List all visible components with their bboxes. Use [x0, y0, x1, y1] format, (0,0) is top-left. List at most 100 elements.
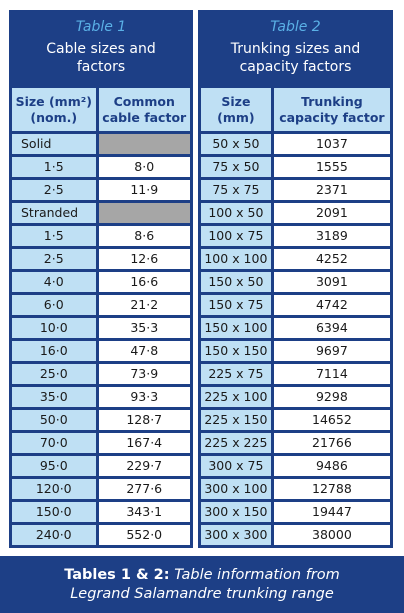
size-cell: 150 x 50 [201, 272, 274, 292]
factor-cell: 3189 [273, 226, 390, 246]
table-1-column-headers: Size (mm²) (nom.) Common cable factor [12, 88, 190, 131]
table-row: 225 x 150 14652 [201, 410, 390, 430]
section-label-cell: Stranded [12, 203, 99, 223]
table-1-col-factor-header: Common cable factor [98, 88, 190, 131]
size-cell: 150 x 75 [201, 295, 274, 315]
factor-cell: 8·0 [98, 157, 190, 177]
table-row: Stranded [12, 203, 190, 223]
caption-italic-line2: Legrand Salamandre trunking range [70, 586, 334, 602]
blank-gray-cell [98, 203, 190, 223]
factor-cell: 6394 [273, 318, 390, 338]
table-1-col-factor-line2: cable factor [102, 109, 187, 125]
factor-cell: 9298 [273, 387, 390, 407]
factor-cell: 73·9 [98, 364, 190, 384]
factor-cell: 21·2 [98, 295, 190, 315]
table-row: 6·0 21·2 [12, 295, 190, 315]
size-cell: 100 x 100 [201, 249, 274, 269]
size-cell: 4·0 [12, 272, 99, 292]
size-cell: 1·5 [12, 157, 99, 177]
factor-cell: 35·3 [98, 318, 190, 338]
factor-cell: 9486 [273, 456, 390, 476]
table-row: 2·5 12·6 [12, 249, 190, 269]
table-2-col-size-line1: Size [221, 93, 251, 109]
table-row: 1·5 8·6 [12, 226, 190, 246]
factor-cell: 343·1 [98, 502, 190, 522]
factor-cell: 552·0 [98, 525, 190, 545]
size-cell: 70·0 [12, 433, 99, 453]
table-row: 120·0 277·6 [12, 479, 190, 499]
factor-cell: 128·7 [98, 410, 190, 430]
table-2-title-line2: capacity factors [239, 59, 352, 75]
table-1-title-line2: factors [76, 59, 126, 75]
caption-bold: Tables 1 & 2: [64, 567, 170, 583]
table-2-col-factor-line1: Trunking [301, 93, 363, 109]
table-1-col-size-line1: Size (mm²) [15, 93, 92, 109]
table-1-body: Solid 1·5 8·0 2·5 11·9 Stranded 1·5 8·6 2·5 12·6 4… [12, 134, 190, 545]
table-row: 100 x 50 2091 [201, 203, 390, 223]
table-row: 225 x 75 7114 [201, 364, 390, 384]
factor-cell: 277·6 [98, 479, 190, 499]
table-2-panel: Table 2 Trunking sizes and capacity fact… [198, 10, 393, 548]
size-cell: 35·0 [12, 387, 99, 407]
size-cell: 100 x 50 [201, 203, 274, 223]
table-row: 4·0 16·6 [12, 272, 190, 292]
caption-italic-line1: Table information from [174, 567, 340, 583]
table-2-col-factor-line2: capacity factor [279, 109, 385, 125]
size-cell: 25·0 [12, 364, 99, 384]
table-row: 10·0 35·3 [12, 318, 190, 338]
factor-cell: 4742 [273, 295, 390, 315]
size-cell: 2·5 [12, 249, 99, 269]
size-cell: 150·0 [12, 502, 99, 522]
factor-cell: 12788 [273, 479, 390, 499]
size-cell: 300 x 75 [201, 456, 274, 476]
table-1-header: Table 1 Cable sizes and factors [12, 10, 190, 88]
size-cell: 100 x 75 [201, 226, 274, 246]
factor-cell: 11·9 [98, 180, 190, 200]
size-cell: 300 x 300 [201, 525, 274, 545]
table-row: Solid [12, 134, 190, 154]
size-cell: 120·0 [12, 479, 99, 499]
table-2-col-size-line2: (mm) [217, 109, 255, 125]
factor-cell: 9697 [273, 341, 390, 361]
table-2-body: 50 x 50 1037 75 x 50 1555 75 x 75 2371 100 x 5… [201, 134, 390, 545]
factor-cell: 7114 [273, 364, 390, 384]
factor-cell: 12·6 [98, 249, 190, 269]
factor-cell: 38000 [273, 525, 390, 545]
size-cell: 300 x 150 [201, 502, 274, 522]
factor-cell: 93·3 [98, 387, 190, 407]
caption: Tables 1 & 2: Table information from Leg… [0, 556, 404, 613]
size-cell: 225 x 150 [201, 410, 274, 430]
factor-cell: 1037 [273, 134, 390, 154]
table-row: 70·0 167·4 [12, 433, 190, 453]
table-2-col-factor-header: Trunking capacity factor [273, 88, 390, 131]
factor-cell: 3091 [273, 272, 390, 292]
size-cell: 2·5 [12, 180, 99, 200]
table-2-header: Table 2 Trunking sizes and capacity fact… [201, 10, 390, 88]
table-1-col-size-line2: (nom.) [30, 109, 78, 125]
table-1-number: Table 1 [75, 19, 127, 35]
size-cell: 1·5 [12, 226, 99, 246]
size-cell: 225 x 100 [201, 387, 274, 407]
table-1-title: Cable sizes and factors [12, 40, 190, 76]
table-row: 150 x 50 3091 [201, 272, 390, 292]
table-1-col-factor-line1: Common [113, 93, 175, 109]
blank-gray-cell [98, 134, 190, 154]
table-row: 100 x 100 4252 [201, 249, 390, 269]
section-label-cell: Solid [12, 134, 99, 154]
size-cell: 75 x 50 [201, 157, 274, 177]
table-2-col-size-header: Size (mm) [201, 88, 274, 131]
size-cell: 240·0 [12, 525, 99, 545]
factor-cell: 167·4 [98, 433, 190, 453]
table-row: 1·5 8·0 [12, 157, 190, 177]
factor-cell: 8·6 [98, 226, 190, 246]
size-cell: 150 x 150 [201, 341, 274, 361]
table-row: 75 x 50 1555 [201, 157, 390, 177]
size-cell: 95·0 [12, 456, 99, 476]
table-row: 225 x 225 21766 [201, 433, 390, 453]
factor-cell: 19447 [273, 502, 390, 522]
size-cell: 50 x 50 [201, 134, 274, 154]
factor-cell: 21766 [273, 433, 390, 453]
caption-line2: Legrand Salamandre trunking range [0, 585, 404, 604]
table-row: 150 x 150 9697 [201, 341, 390, 361]
size-cell: 6·0 [12, 295, 99, 315]
